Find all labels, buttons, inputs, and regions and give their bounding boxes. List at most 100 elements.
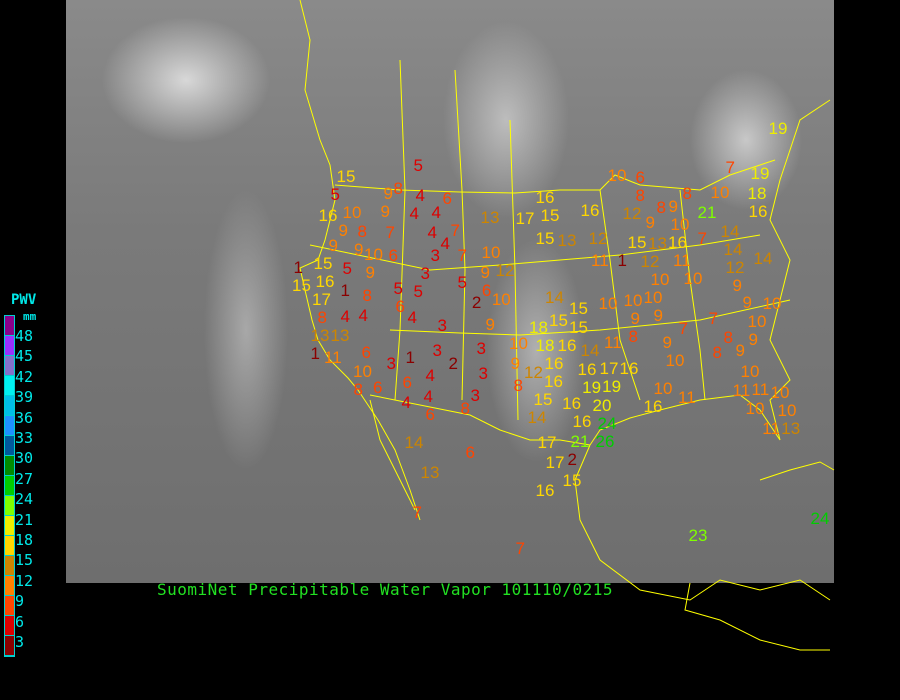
station-pwv-value: 15 bbox=[562, 471, 582, 490]
station-pwv-value: 19 bbox=[750, 163, 770, 183]
station-pwv-value: 10 bbox=[665, 350, 685, 370]
station-pwv-value: 7 bbox=[457, 245, 467, 265]
station-pwv-value: 10 bbox=[342, 203, 362, 222]
station-pwv-value: 1 bbox=[340, 280, 350, 300]
station-pwv-value: 10 bbox=[670, 214, 690, 234]
station-pwv-value: 10 bbox=[762, 294, 782, 314]
station-pwv-value: 18 bbox=[747, 184, 767, 203]
station-pwv-value: 8 bbox=[682, 183, 692, 203]
station-pwv-value: 15 bbox=[533, 390, 553, 410]
station-pwv-value: 13 bbox=[781, 418, 801, 438]
station-pwv-value: 10 bbox=[650, 269, 670, 289]
station-pwv-value: 10 bbox=[745, 398, 765, 418]
station-pwv-value: 1 bbox=[293, 257, 303, 277]
station-pwv-value: 15 bbox=[569, 317, 588, 337]
legend-label: 3 bbox=[15, 633, 25, 651]
station-pwv-value: 7 bbox=[450, 220, 460, 240]
legend-label: 6 bbox=[15, 612, 25, 631]
station-pwv-value: 16 bbox=[562, 393, 582, 413]
station-pwv-value: 6 bbox=[481, 281, 492, 300]
station-pwv-value: 10 bbox=[509, 333, 528, 353]
station-pwv-value: 16 bbox=[580, 200, 600, 220]
station-pwv-value: 11 bbox=[678, 387, 696, 407]
station-pwv-value: 2 bbox=[448, 353, 458, 373]
station-pwv-value: 10 bbox=[770, 382, 790, 402]
station-pwv-value: 15 bbox=[549, 310, 568, 330]
station-pwv-value: 7 bbox=[725, 157, 735, 177]
station-pwv-value: 13 bbox=[330, 325, 350, 345]
station-pwv-value: 4 bbox=[431, 202, 441, 222]
legend-label: 33 bbox=[15, 429, 34, 447]
station-pwv-value: 15 bbox=[336, 167, 356, 186]
station-pwv-value: 12 bbox=[725, 257, 745, 277]
state-line bbox=[389, 299, 791, 336]
station-pwv-value: 12 bbox=[524, 362, 543, 382]
station-pwv-value: 9 bbox=[630, 309, 640, 328]
station-pwv-value: 3 bbox=[478, 363, 488, 383]
station-pwv-value: 24 bbox=[810, 508, 830, 528]
station-pwv-value: 9 bbox=[383, 184, 393, 203]
station-pwv-value: 14 bbox=[753, 248, 773, 268]
station-pwv-value: 11 bbox=[324, 347, 342, 367]
station-pwv-value: 12 bbox=[588, 228, 608, 248]
station-pwv-value: 10 bbox=[710, 182, 730, 202]
legend-label: 36 bbox=[15, 408, 34, 427]
state-line bbox=[454, 69, 466, 401]
station-pwv-value: 7 bbox=[678, 318, 688, 338]
station-pwv-value: 16 bbox=[668, 232, 687, 252]
station-pwv-value: 13 bbox=[557, 230, 577, 250]
station-pwv-value: 9 bbox=[354, 239, 364, 259]
station-pwv-value: 10 bbox=[353, 361, 372, 381]
legend-swatch bbox=[5, 376, 14, 396]
station-pwv-value: 10 bbox=[683, 268, 703, 288]
legend-unit: mm bbox=[23, 310, 37, 323]
station-pwv-value: 17 bbox=[312, 290, 331, 310]
legend-swatch bbox=[5, 576, 14, 596]
legend-swatch bbox=[5, 396, 14, 416]
station-pwv-value: 7 bbox=[515, 538, 525, 558]
station-pwv-value: 19 bbox=[582, 377, 602, 397]
station-pwv-value: 9 bbox=[510, 353, 520, 373]
station-pwv-value: 19 bbox=[768, 118, 788, 138]
station-pwv-value: 16 bbox=[544, 354, 564, 374]
station-pwv-value: 11 bbox=[604, 332, 622, 352]
station-pwv-value: 17 bbox=[599, 359, 619, 379]
station-pwv-value: 8 bbox=[635, 185, 645, 205]
station-pwv-value: 10 bbox=[623, 290, 643, 310]
legend-label: 24 bbox=[15, 490, 34, 509]
station-pwv-value: 16 bbox=[318, 205, 338, 225]
station-pwv-value: 16 bbox=[619, 358, 639, 378]
station-pwv-value: 8 bbox=[317, 308, 327, 328]
station-pwv-value: 4 bbox=[423, 386, 433, 406]
station-pwv-value: 6 bbox=[635, 167, 645, 187]
station-pwv-value: 6 bbox=[395, 296, 405, 316]
station-pwv-value: 10 bbox=[740, 361, 760, 381]
station-pwv-value: 3 bbox=[437, 315, 447, 335]
legend-label: 27 bbox=[15, 469, 34, 488]
station-pwv-value: 1 bbox=[405, 347, 415, 367]
state-line bbox=[509, 119, 519, 421]
station-pwv-value: 16 bbox=[577, 359, 597, 379]
station-pwv-value: 7 bbox=[412, 502, 422, 522]
legend-title: PWV bbox=[11, 292, 37, 308]
station-pwv-value: 9 bbox=[668, 196, 678, 216]
station-pwv-value: 7 bbox=[708, 308, 718, 328]
legend-swatch bbox=[5, 416, 14, 436]
legend-swatch bbox=[5, 456, 14, 476]
station-pwv-value: 8 bbox=[362, 285, 372, 305]
station-pwv-value: 9 bbox=[380, 202, 390, 221]
station-pwv-value: 21 bbox=[570, 431, 590, 451]
station-pwv-value: 16 bbox=[572, 411, 592, 431]
station-pwv-value: 3 bbox=[476, 338, 486, 358]
station-pwv-value: 6 bbox=[442, 188, 452, 208]
station-pwv-value: 17 bbox=[537, 432, 557, 452]
station-pwv-value: 12 bbox=[622, 203, 642, 223]
legend-swatch bbox=[5, 556, 14, 576]
station-pwv-value: 8 bbox=[393, 178, 403, 198]
station-pwv-value: 9 bbox=[735, 340, 745, 360]
station-pwv-value: 10 bbox=[747, 312, 767, 332]
legend-swatch bbox=[5, 316, 14, 336]
station-pwv-value: 9 bbox=[732, 275, 742, 295]
state-line bbox=[599, 189, 641, 401]
